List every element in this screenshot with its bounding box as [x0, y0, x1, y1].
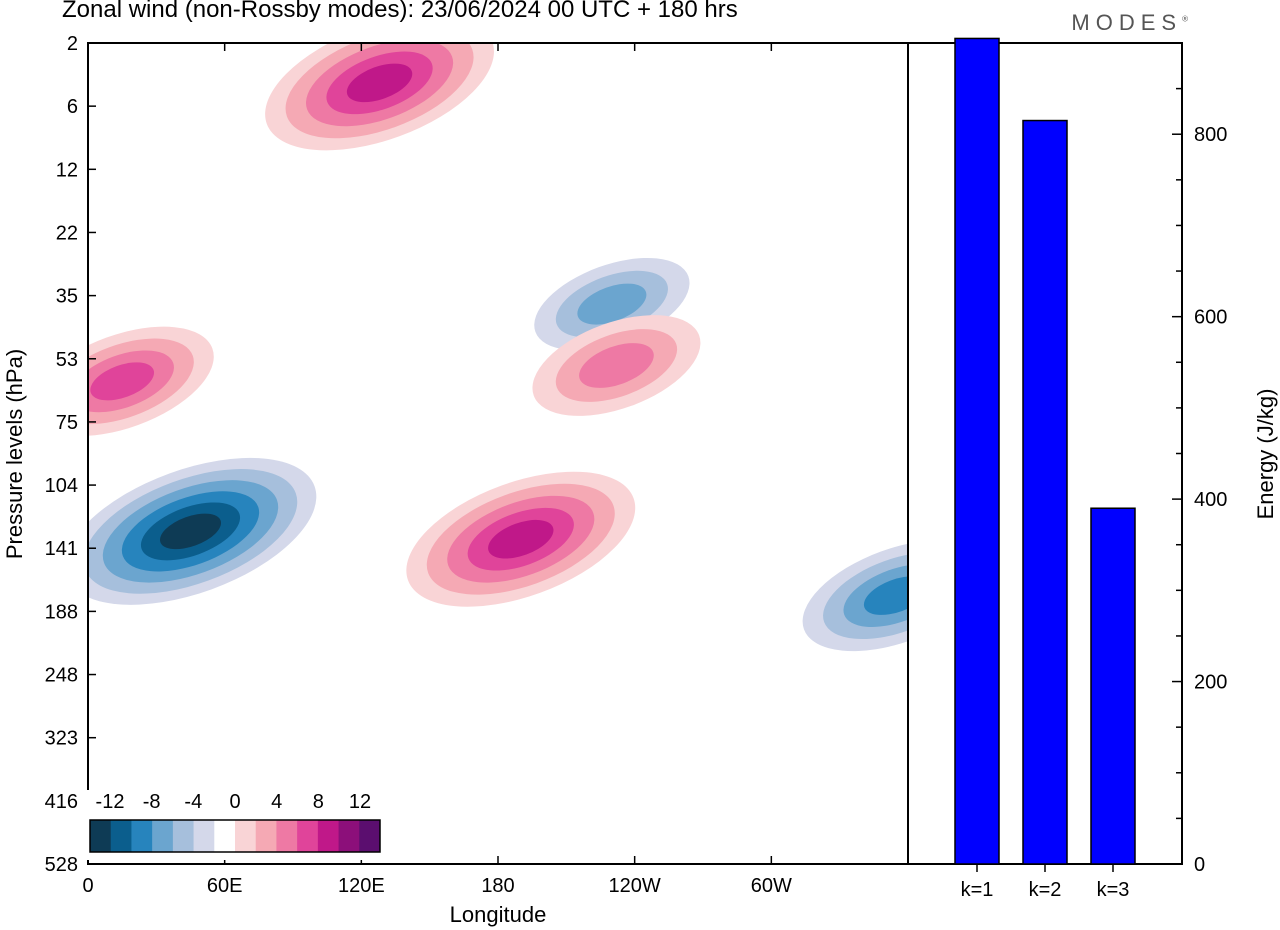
contour-level	[488, 519, 554, 559]
wind-anomaly-positive-3	[406, 471, 636, 607]
colorbar-swatch	[110, 820, 132, 852]
brand-mark: ®	[1182, 14, 1188, 24]
energy-tick-label: 800	[1194, 124, 1227, 146]
contour-level	[579, 343, 654, 388]
contour-level	[346, 63, 413, 103]
wind-anomaly-negative-0	[88, 446, 336, 616]
colorbar-label: 4	[271, 791, 282, 813]
wind-anomaly-positive-4	[532, 315, 701, 416]
contour-level	[863, 576, 908, 615]
x-tick-label: 180	[481, 875, 514, 897]
y-tick-label: 188	[45, 601, 78, 623]
colorbar-swatch	[317, 820, 340, 852]
x-tick-label: 60W	[751, 875, 792, 897]
heatmap-axes: 0 60E 120E 180 120W 60W 2 6 12 22 35 53 75 104 141 188 2…	[45, 33, 909, 897]
brand-text: MODES	[1071, 10, 1183, 35]
energy-bar-3	[1090, 507, 1136, 865]
y-tick-label: 141	[45, 538, 78, 560]
colorbar-swatch	[338, 820, 360, 852]
brand-logo: MODES®	[1071, 10, 1188, 36]
colorbar: -12 -8 -4 0 4 8 12	[86, 790, 384, 860]
colorbar-swatch	[172, 820, 195, 852]
y-tick-label: 104	[45, 475, 78, 497]
contour-level	[577, 283, 647, 325]
y-tick-label: 35	[56, 286, 78, 308]
colorbar-label: -4	[184, 791, 202, 813]
y-tick-label: 53	[56, 349, 78, 371]
y-tick-label: 12	[56, 159, 78, 181]
colorbar-label: 0	[229, 791, 240, 813]
bar-category-label: k=2	[1029, 879, 1062, 901]
x-tick-label: 120W	[609, 875, 661, 897]
colorbar-swatch	[90, 820, 112, 852]
wind-anomaly-positive-5	[265, 43, 494, 151]
colorbar-swatch	[152, 820, 174, 852]
colorbar-frame	[89, 819, 381, 853]
bar-category-label: k=3	[1097, 879, 1130, 901]
colorbar-swatch	[255, 820, 277, 852]
energy-axis-label: Energy (J/kg)	[1253, 389, 1278, 520]
bar-category-label: k=1	[961, 879, 994, 901]
energy-tick-label: 0	[1194, 854, 1205, 876]
y-tick-label: 528	[45, 854, 78, 876]
colorbar-label: 12	[349, 791, 371, 813]
x-tick-label: 120E	[338, 875, 385, 897]
y-axis-label: Pressure levels (hPa)	[2, 349, 27, 559]
zonal-wind-heatmap	[88, 43, 908, 664]
energy-bar-2	[1022, 119, 1068, 865]
contour-level	[90, 362, 155, 401]
colorbar-swatch	[193, 820, 215, 852]
colorbar-swatch	[276, 820, 298, 852]
wind-anomaly-positive-6	[88, 326, 214, 436]
colorbar-swatch	[359, 820, 381, 852]
contour-level	[159, 513, 222, 550]
colorbar-swatch	[131, 820, 153, 852]
energy-bar-1	[954, 37, 1000, 865]
colorbar-label: -12	[96, 791, 125, 813]
energy-bar-chart: k=1 k=2 k=3 0 200 400 600 800	[907, 37, 1227, 901]
y-tick-label: 6	[67, 96, 78, 118]
y-tick-label: 416	[45, 791, 78, 813]
colorbar-label: -8	[143, 791, 161, 813]
x-tick-label: 0	[82, 875, 93, 897]
energy-tick-label: 400	[1194, 489, 1227, 511]
colorbar-swatch	[235, 820, 257, 852]
colorbar-swatch	[297, 820, 319, 852]
y-tick-label: 323	[45, 728, 78, 750]
wind-anomaly-negative-2	[782, 528, 908, 664]
colorbar-label: 8	[313, 791, 324, 813]
y-tick-label: 248	[45, 665, 78, 687]
x-axis-label: Longitude	[450, 902, 547, 927]
y-tick-label: 75	[56, 412, 78, 434]
x-tick-label: 60E	[207, 875, 243, 897]
y-tick-label: 2	[67, 33, 78, 55]
colorbar-swatch	[214, 820, 236, 852]
energy-tick-label: 600	[1194, 307, 1227, 329]
y-tick-label: 22	[56, 222, 78, 244]
energy-tick-label: 200	[1194, 672, 1227, 694]
chart-title: Zonal wind (non-Rossby modes): 23/06/202…	[62, 0, 738, 23]
